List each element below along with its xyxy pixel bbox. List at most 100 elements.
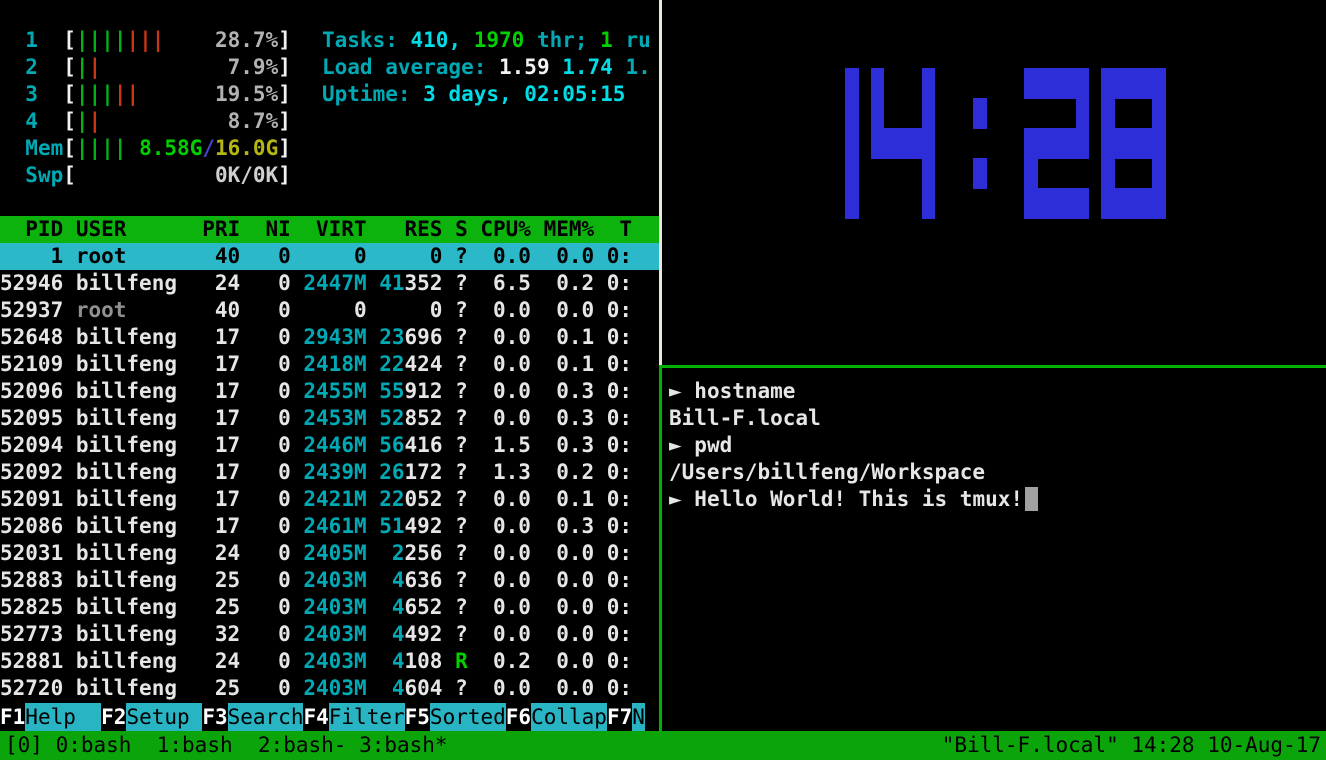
- clock-cell: [1114, 68, 1128, 99]
- meter-segment: 1.: [625, 55, 651, 79]
- clock-cell: [845, 188, 859, 219]
- meter-indent: [0, 55, 25, 79]
- cell-res-mb: 4: [391, 595, 405, 619]
- terminal-line: ► hostname: [669, 378, 1038, 405]
- table-row[interactable]: 1 root 40 0 0 0? 0.0 0.0 0:: [0, 243, 659, 270]
- column-header-ni[interactable]: NI: [265, 217, 291, 241]
- table-row[interactable]: 52720 billfeng 25 0 2403M 4604? 0.0 0.0 0:: [0, 675, 659, 702]
- cell-ni: 0: [278, 514, 291, 538]
- cell-state: ?: [455, 244, 468, 268]
- fkey-number: F3: [202, 704, 228, 729]
- cell-time: 0:: [606, 244, 633, 268]
- cell-pid: 52094: [0, 433, 64, 457]
- cell-pid: 52773: [0, 622, 64, 646]
- clock-pane[interactable]: [662, 0, 1326, 365]
- table-row[interactable]: 52883 billfeng 25 0 2403M 4636? 0.0 0.0 0:: [0, 567, 659, 594]
- fkey-f5-sorted[interactable]: F5 Sorted: [405, 703, 506, 731]
- fkey-f2-setup[interactable]: F2 Setup: [101, 703, 203, 731]
- cell-pid: 1: [50, 244, 64, 268]
- column-header-t[interactable]: T: [619, 217, 633, 241]
- cursor-block: [1025, 487, 1039, 511]
- cell-virt: 0: [353, 298, 367, 322]
- column-header-res[interactable]: RES: [404, 217, 443, 241]
- cell-pri: 40: [214, 298, 241, 322]
- clock-cell: [845, 158, 859, 189]
- cell-time: 0:: [606, 676, 633, 700]
- meter-label: 1: [25, 28, 64, 52]
- prompt-icon: ►: [669, 433, 695, 457]
- table-row[interactable]: 52881 billfeng 24 0 2403M 4108 R 0.2 0.0 0:: [0, 648, 659, 675]
- table-row[interactable]: 52937 root 40 0 0 0? 0.0 0.0 0:: [0, 297, 659, 324]
- cell-pri: 17: [214, 406, 241, 430]
- clock-cell: [1126, 188, 1141, 219]
- table-row[interactable]: 52096 billfeng 17 0 2455M 55912? 0.0 0.3 0:: [0, 378, 659, 405]
- fkey-f7-n[interactable]: F7 N: [607, 703, 645, 731]
- terminal-text: Hello World! This is tmux!: [694, 487, 1024, 511]
- table-row[interactable]: 52091 billfeng 17 0 2421M 22052? 0.0 0.1 0:: [0, 486, 659, 513]
- table-row[interactable]: 52648 billfeng 17 0 2943M 23696? 0.0 0.1 0:: [0, 324, 659, 351]
- pane-border-horizontal-active[interactable]: [662, 365, 1326, 368]
- column-header-pri[interactable]: PRI: [202, 217, 241, 241]
- cell-res-kb: 492: [404, 514, 443, 538]
- table-row[interactable]: 52773 billfeng 32 0 2403M 4492? 0.0 0.0 0:: [0, 621, 659, 648]
- htop-pane[interactable]: 1 [||||||| 28.7%] 2 [|| 7.9%] 3 [||||| 1…: [0, 0, 659, 731]
- clock-cell: [1114, 128, 1128, 159]
- cell-time: 0:: [606, 568, 633, 592]
- column-header-cpu[interactable]: CPU%: [480, 217, 531, 241]
- cell-res: 55912: [379, 378, 442, 405]
- window-tab-3[interactable]: 3:bash*: [359, 733, 448, 757]
- cell-cpu: 0.0: [492, 244, 531, 268]
- table-row[interactable]: 52946 billfeng 24 0 2447M 41352? 6.5 0.2 0:: [0, 270, 659, 297]
- clock-cell: [845, 98, 859, 129]
- column-header-virt[interactable]: VIRT: [316, 217, 367, 241]
- cell-ni: 0: [278, 352, 291, 376]
- window-tab-separator: [43, 732, 56, 759]
- meter-segment: ru: [612, 28, 651, 52]
- fkey-f6-collap[interactable]: F6 Collap: [506, 703, 607, 731]
- cell-pri: 32: [214, 622, 241, 646]
- table-row[interactable]: 52031 billfeng 24 0 2405M 2256? 0.0 0.0 0:: [0, 540, 659, 567]
- clock-cell: [1062, 128, 1077, 159]
- cell-mem: 0.1: [556, 487, 595, 511]
- window-tab-0[interactable]: 0:bash: [55, 733, 132, 757]
- meter-segment: 1: [600, 28, 613, 52]
- table-row[interactable]: 52825 billfeng 25 0 2403M 4652? 0.0 0.0 0:: [0, 594, 659, 621]
- session-name: [0]: [5, 733, 43, 757]
- cell-virt: 2453M: [303, 406, 367, 430]
- fkey-number: F2: [101, 704, 127, 729]
- terminal-pane[interactable]: ► hostname Bill-F.local ► pwd/Users/billfe…: [662, 368, 1326, 731]
- window-tab-2[interactable]: 2:bash-: [257, 733, 347, 757]
- window-tab-1[interactable]: 1:bash: [156, 733, 233, 757]
- table-row[interactable]: 52092 billfeng 17 0 2439M 26172? 1.3 0.2 0:: [0, 459, 659, 486]
- cell-mem: 0.3: [556, 379, 595, 403]
- cell-res-kb: 352: [404, 271, 443, 295]
- fkey-number: F1: [0, 704, 26, 729]
- meter-cpu1: 1 [||||||| 28.7%]: [0, 27, 291, 54]
- cell-state: ?: [455, 487, 468, 511]
- table-row[interactable]: 52109 billfeng 17 0 2418M 22424? 0.0 0.1 0:: [0, 351, 659, 378]
- table-row[interactable]: 52094 billfeng 17 0 2446M 56416? 1.5 0.3 0:: [0, 432, 659, 459]
- htop-function-key-bar: F1 Help F2 Setup F3 Search F4 Filter F5 Sorted F…: [0, 703, 659, 731]
- cell-virt: 2403M: [303, 595, 367, 619]
- cell-virt: 2403M: [303, 568, 367, 592]
- cell-res-kb: 636: [404, 568, 443, 592]
- meter-cpu2: 2 [|| 7.9%]: [0, 54, 291, 81]
- cell-mem: 0.0: [556, 622, 595, 646]
- column-header-mem[interactable]: MEM%: [543, 217, 595, 241]
- column-header-user[interactable]: USER: [75, 217, 127, 241]
- column-header-s[interactable]: S: [455, 217, 468, 241]
- pane-border-vertical-active[interactable]: [659, 365, 662, 731]
- fkey-f3-search[interactable]: F3 Search: [202, 703, 304, 731]
- clock-cell: [1075, 68, 1089, 99]
- table-row[interactable]: 52095 billfeng 17 0 2453M 52852? 0.0 0.3 0:: [0, 405, 659, 432]
- column-header-pid[interactable]: PID: [25, 217, 64, 241]
- fkey-f4-filter[interactable]: F4 Filter: [303, 703, 405, 731]
- cell-pid: 52937: [0, 298, 64, 322]
- pane-border-vertical-inactive[interactable]: [659, 0, 662, 365]
- clock-cell: [845, 128, 859, 159]
- meter-segment: [164, 28, 215, 52]
- cell-state: ?: [455, 460, 468, 484]
- table-row[interactable]: 52086 billfeng 17 0 2461M 51492? 0.0 0.3 0:: [0, 513, 659, 540]
- clock-cell: [1152, 98, 1166, 129]
- fkey-f1-help[interactable]: F1 Help: [0, 703, 102, 731]
